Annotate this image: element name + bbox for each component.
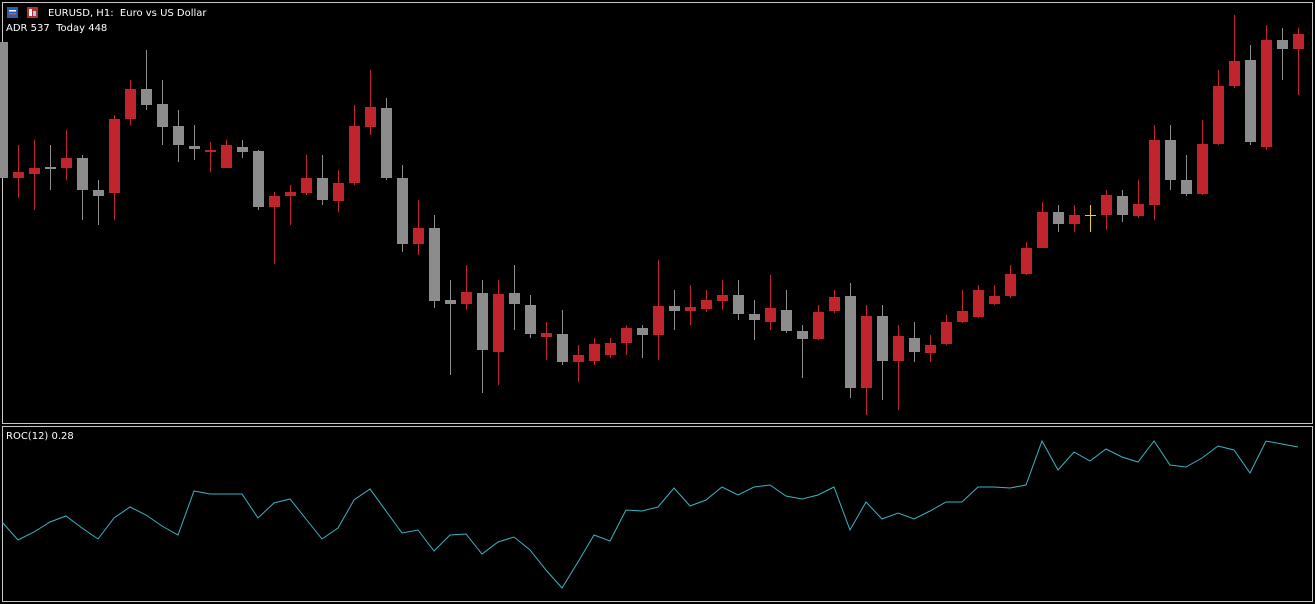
icon [29,9,32,16]
candle-body [669,306,680,311]
candle-body [1021,248,1032,274]
candle-body [189,146,200,149]
candle-body [1117,196,1128,215]
candle-body [541,333,552,337]
candle-body [13,172,24,178]
candle-body [93,190,104,196]
candle-body [621,328,632,343]
candle-body [1101,195,1112,215]
candle-body [301,178,312,193]
candle-body [733,295,744,314]
candle-body [861,316,872,388]
candle-body [1005,274,1016,296]
candle-body [493,294,504,352]
icon [9,10,16,12]
candle-body [1245,60,1256,142]
candle-body [365,107,376,127]
candle-body [573,355,584,362]
candle-body [381,108,392,178]
marks [0,15,1304,589]
candle-body [77,158,88,190]
candle-body [349,126,360,183]
adr-info: ADR 537 Today 448 [6,23,107,34]
candle-body [445,300,456,304]
candle-body [157,104,168,127]
candle-body [925,345,936,353]
indicator-pane [2,426,1313,602]
candle-body [397,178,408,244]
candle-body [1277,40,1288,49]
icon [7,7,18,18]
candle-body [125,89,136,119]
candle-body [701,300,712,309]
candle-body [461,292,472,304]
candle-body [285,192,296,196]
candle-body [653,306,664,335]
candle-body [1165,140,1176,180]
candle-body [109,119,120,193]
main-pane [2,2,1313,424]
candle-body [813,312,824,339]
candle-body [717,295,728,301]
candle-body [797,331,808,339]
candle-body [845,296,856,388]
candle-body [173,126,184,145]
icon [9,13,16,15]
candle-body [253,151,264,207]
candle-body [1069,215,1080,224]
candle-body [781,310,792,331]
candle-body [509,293,520,304]
candle-body [765,308,776,322]
candle-body [269,196,280,207]
candle-body [909,338,920,352]
candle-body [0,42,8,178]
candle-body [141,89,152,105]
candle-body [221,145,232,168]
candle-body [637,328,648,335]
candle-body [685,307,696,311]
roc-line [1,439,1299,589]
candle-body [749,314,760,320]
candle-body [989,296,1000,304]
candle-body [941,322,952,344]
candle-body [877,316,888,361]
candle-body [893,336,904,361]
chart-title: EURUSD, H1: Euro vs US Dollar [48,8,207,19]
candle-body [1293,34,1304,49]
candle-body [1197,144,1208,194]
candle-body [957,311,968,322]
candle-body [477,293,488,350]
candle-body [429,228,440,301]
candle-body [205,150,216,152]
candle-body [317,178,328,200]
candle-body [45,167,56,169]
icon [27,7,38,18]
candle-body [1053,212,1064,224]
chart-icons [7,7,38,18]
candle-body [1261,40,1272,147]
candle-body [973,290,984,317]
candle-body [1229,61,1240,86]
candle-body [525,305,536,334]
candle-body [1037,212,1048,248]
indicator-label: ROC(12) 0.28 [6,431,74,442]
candle-body [237,147,248,152]
candle-body [605,343,616,355]
icon [33,11,36,16]
candle-body [1213,86,1224,144]
candle-body [333,183,344,201]
candle-body [1181,180,1192,194]
candle-body [61,158,72,168]
candle-body [557,334,568,362]
candle-body [1149,140,1160,205]
candle-body [829,297,840,311]
candle-body [1133,204,1144,216]
candle-body [413,228,424,244]
candle-body [589,344,600,361]
candle-body [29,168,40,174]
